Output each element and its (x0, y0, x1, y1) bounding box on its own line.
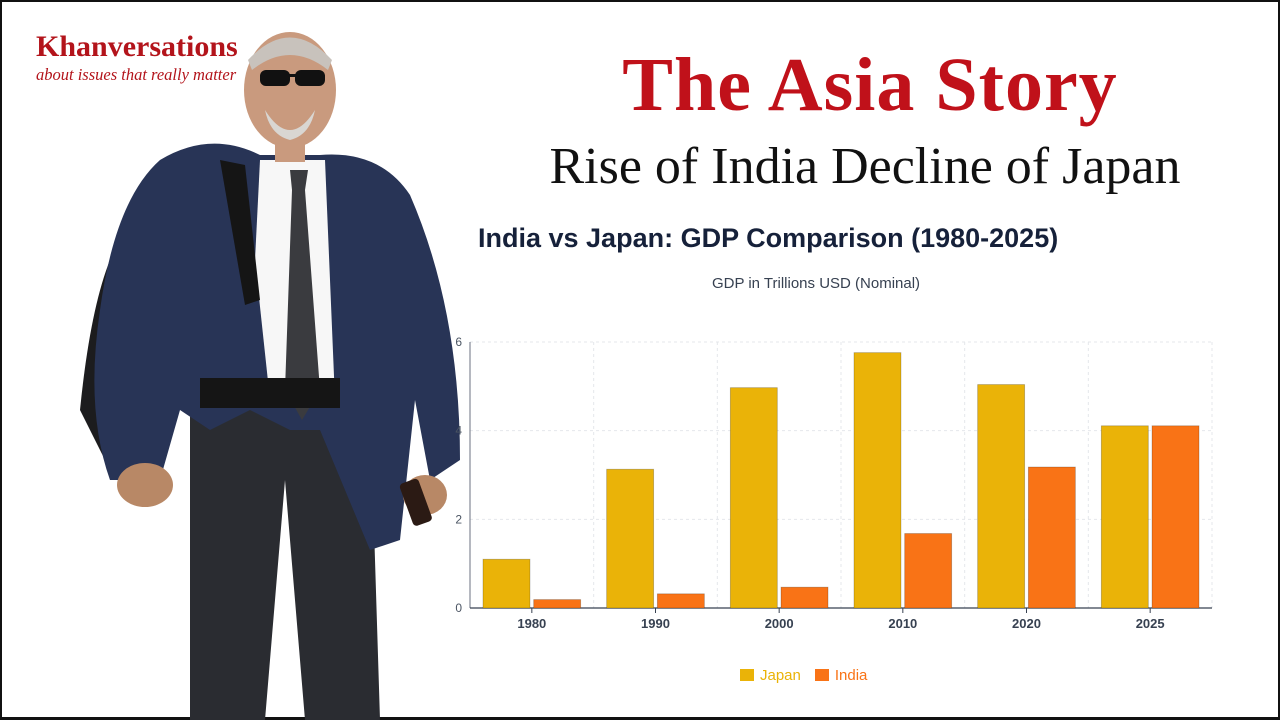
chart-title: India vs Japan: GDP Comparison (1980-202… (478, 223, 1059, 253)
y-tick-label: 0 (455, 601, 462, 615)
x-tick-label: 2025 (1136, 616, 1165, 630)
y-tick-label: 6 (455, 335, 462, 349)
bar-japan-2000 (729, 387, 778, 609)
brand-block: Khanversations about issues that really … (36, 30, 246, 86)
legend-label-japan: Japan (760, 666, 801, 684)
x-tick-label: 2020 (1012, 616, 1041, 630)
y-tick-label: 4 (455, 424, 462, 438)
bar-india-2020 (1027, 466, 1076, 609)
brand-name: Khanversations (36, 30, 238, 63)
main-title: The Asia Story (622, 43, 1118, 127)
legend-swatch-india (814, 669, 829, 681)
bar-japan-2025 (1100, 425, 1149, 609)
bar-india-2010 (904, 533, 953, 609)
x-tick-label: 2010 (888, 616, 917, 630)
gdp-bar-chart: 0 2 4 6 1980 1990 2000 2010 2020 2025 (455, 335, 1213, 630)
bar-india-1980 (533, 599, 582, 609)
bar-india-2025 (1151, 425, 1200, 609)
x-tick-label: 2000 (765, 616, 794, 630)
bar-japan-1990 (606, 468, 655, 609)
bar-india-2000 (780, 586, 829, 609)
presenter-photo (80, 32, 460, 720)
bar-india-1990 (656, 593, 705, 609)
chart-subtitle: GDP in Trillions USD (Nominal) (711, 275, 921, 292)
sub-title: Rise of India Decline of Japan (549, 138, 1181, 195)
legend-label-india: India (834, 666, 868, 684)
bar-japan-2010 (853, 352, 902, 609)
chart-legend: Japan India (740, 665, 867, 685)
x-tick-label: 1990 (641, 616, 670, 630)
legend-item-japan: Japan (740, 665, 801, 685)
y-tick-label: 2 (455, 512, 462, 526)
legend-swatch-japan (740, 669, 754, 681)
x-tick-label: 1980 (517, 616, 546, 630)
bar-japan-2020 (977, 384, 1026, 609)
bar-japan-1980 (482, 558, 531, 609)
legend-item-india: India (814, 665, 868, 685)
brand-tagline: about issues that really matter (36, 65, 237, 84)
